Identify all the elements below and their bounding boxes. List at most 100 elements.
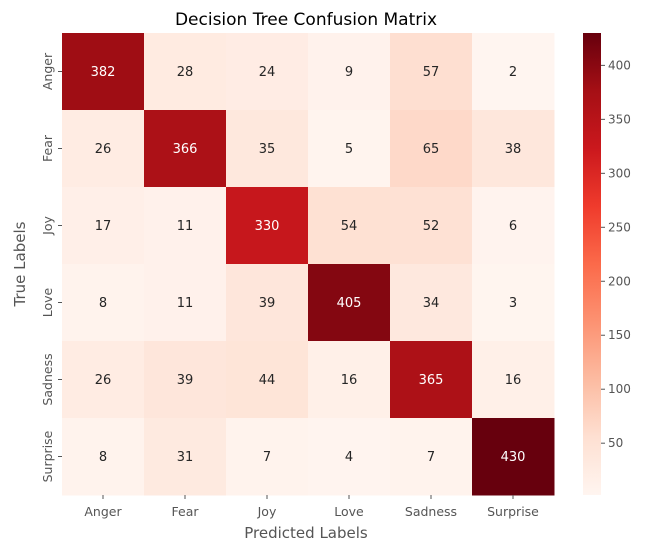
cell-value-label: 26 [95,142,112,157]
chart-title: Decision Tree Confusion Matrix [175,10,437,30]
cell-value-label: 7 [427,450,435,465]
cell-value-label: 65 [423,142,440,157]
heatmap-cell [226,418,309,496]
cell-value-label: 5 [345,142,353,157]
heatmap-cell [226,264,309,342]
x-tick-label: Love [334,504,364,519]
cell-value-label: 11 [177,296,194,311]
y-tick-label: Sadness [40,353,55,405]
cell-value-label: 34 [423,296,440,311]
heatmap-cell [390,264,473,342]
cell-value-label: 16 [341,373,358,388]
colorbar-tick-label: 100 [608,382,631,396]
heatmap-cell [226,187,309,265]
cell-value-label: 6 [509,219,517,234]
heatmap-cell [472,33,555,111]
x-tick-label: Anger [84,504,122,519]
heatmap-cell [308,264,391,342]
y-tick-label: Anger [40,52,55,90]
cell-value-label: 3 [509,296,517,311]
heatmap-cell [144,341,227,419]
heatmap-cell [308,418,391,496]
colorbar-tick-label: 150 [608,328,631,342]
heatmap-cell [390,33,473,111]
cell-value-label: 382 [91,65,116,80]
y-axis-label: True Labels [11,221,29,307]
heatmap-cell [390,187,473,265]
cell-value-label: 330 [255,219,280,234]
heatmap-cell [226,33,309,111]
y-axis-ticks: Anger Fear Joy Love Sadness Surprise [40,52,62,482]
colorbar [583,33,601,495]
cell-value-label: 28 [177,65,194,80]
cell-value-label: 8 [99,450,107,465]
heatmap-cell [62,187,145,265]
cell-value-label: 57 [423,65,440,80]
x-tick-label: Fear [172,504,200,519]
heatmap-cell [472,110,555,188]
x-axis-label: Predicted Labels [244,524,368,542]
heatmap-cell [62,418,145,496]
heatmap-cell [226,110,309,188]
heatmap-cell [144,33,227,111]
y-tick-label: Surprise [40,430,55,482]
x-axis-ticks: Anger Fear Joy Love Sadness Surprise [84,495,539,519]
heatmap-cell [144,187,227,265]
heatmap-cell [472,341,555,419]
cell-value-label: 8 [99,296,107,311]
colorbar-tick-label: 200 [608,274,631,288]
cell-value-label: 7 [263,450,271,465]
heatmap-cell [308,341,391,419]
cell-value-label: 366 [173,142,198,157]
heatmap-cell [308,33,391,111]
cell-value-label: 2 [509,65,517,80]
cell-value-label: 31 [177,450,194,465]
heatmap-cell [472,418,555,496]
cell-value-label: 35 [259,142,276,157]
y-tick-label: Fear [40,134,55,162]
cell-value-label: 26 [95,373,112,388]
x-tick-label: Surprise [487,504,539,519]
cell-value-label: 38 [505,142,522,157]
heatmap-cell [144,418,227,496]
cell-value-label: 44 [259,373,276,388]
y-tick-label: Joy [40,216,55,236]
cell-value-label: 39 [177,373,194,388]
colorbar-ticks: 50 100 150 200 250 300 350 400 [601,58,631,450]
heatmap-cell [62,264,145,342]
x-tick-label: Sadness [405,504,457,519]
cell-value-label: 39 [259,296,276,311]
cell-value-label: 4 [345,450,353,465]
cell-value-label: 11 [177,219,194,234]
colorbar-tick-label: 400 [608,58,631,72]
cell-value-label: 52 [423,219,440,234]
colorbar-tick-label: 350 [608,112,631,126]
heatmap-cell [308,110,391,188]
cell-value-label: 430 [501,450,526,465]
cell-value-label: 365 [419,373,444,388]
heatmap-cell [472,187,555,265]
colorbar-tick-label: 250 [608,220,631,234]
cell-value-label: 405 [337,296,362,311]
heatmap-cell [144,264,227,342]
heatmap-cell [390,418,473,496]
cell-value-label: 17 [95,219,112,234]
cell-value-label: 16 [505,373,522,388]
x-tick-label: Joy [257,504,277,519]
heatmap-cell [62,110,145,188]
colorbar-tick-label: 300 [608,166,631,180]
cell-value-label: 24 [259,65,276,80]
heatmap-cell [62,341,145,419]
colorbar-tick-label: 50 [608,436,623,450]
y-tick-label: Love [40,287,55,317]
heatmap-cell [226,341,309,419]
cell-value-label: 9 [345,65,353,80]
heatmap-cell [390,110,473,188]
heatmap-cell [472,264,555,342]
cell-value-label: 54 [341,219,358,234]
heatmap-cell [62,33,145,111]
heatmap-cell [308,187,391,265]
heatmap-cell [390,341,473,419]
